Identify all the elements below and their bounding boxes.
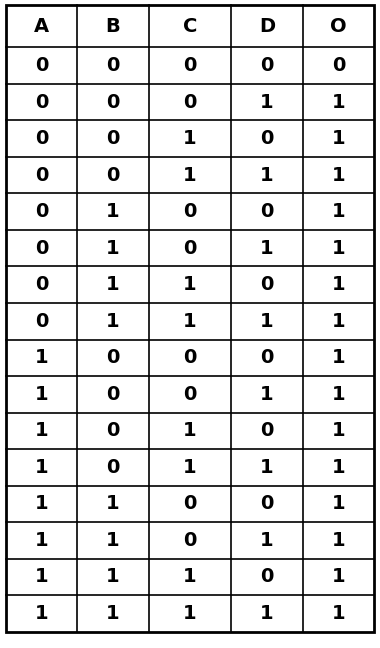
Text: 1: 1 <box>106 568 120 586</box>
Text: 1: 1 <box>106 312 120 330</box>
Text: 0: 0 <box>106 421 120 441</box>
Text: 0: 0 <box>106 56 120 75</box>
Text: 0: 0 <box>183 56 197 75</box>
Text: 0: 0 <box>35 312 48 330</box>
Text: 0: 0 <box>332 56 345 75</box>
Text: 0: 0 <box>260 494 274 513</box>
Text: 1: 1 <box>106 604 120 623</box>
Text: 1: 1 <box>332 348 345 367</box>
Text: 1: 1 <box>332 494 345 513</box>
Text: 1: 1 <box>35 494 48 513</box>
Text: 0: 0 <box>183 348 197 367</box>
Text: 1: 1 <box>260 385 274 404</box>
Text: 0: 0 <box>35 202 48 221</box>
Text: 1: 1 <box>183 166 197 185</box>
Text: 1: 1 <box>332 385 345 404</box>
Text: A: A <box>34 17 49 36</box>
Text: 1: 1 <box>183 312 197 330</box>
Text: 1: 1 <box>106 202 120 221</box>
Text: 1: 1 <box>332 275 345 294</box>
Text: C: C <box>183 17 197 36</box>
Text: 1: 1 <box>183 275 197 294</box>
Text: 0: 0 <box>35 166 48 185</box>
Text: 1: 1 <box>332 238 345 258</box>
Text: 1: 1 <box>260 531 274 550</box>
Text: 1: 1 <box>35 531 48 550</box>
Text: 1: 1 <box>106 238 120 258</box>
Text: 0: 0 <box>183 93 197 111</box>
Text: 1: 1 <box>332 531 345 550</box>
Text: 0: 0 <box>35 238 48 258</box>
Text: 0: 0 <box>260 129 274 148</box>
Text: 1: 1 <box>35 385 48 404</box>
Text: 0: 0 <box>183 202 197 221</box>
Text: 1: 1 <box>183 129 197 148</box>
Text: 1: 1 <box>35 604 48 623</box>
Text: 0: 0 <box>106 93 120 111</box>
Text: 1: 1 <box>260 93 274 111</box>
Text: 1: 1 <box>106 275 120 294</box>
Text: 1: 1 <box>35 568 48 586</box>
Text: 0: 0 <box>106 166 120 185</box>
Text: 1: 1 <box>260 458 274 477</box>
Text: 1: 1 <box>332 166 345 185</box>
Text: 0: 0 <box>260 56 274 75</box>
Text: 0: 0 <box>183 494 197 513</box>
Text: 0: 0 <box>35 275 48 294</box>
Text: 0: 0 <box>260 568 274 586</box>
Text: 1: 1 <box>332 312 345 330</box>
Text: 0: 0 <box>106 129 120 148</box>
Text: 1: 1 <box>183 458 197 477</box>
Text: 1: 1 <box>35 458 48 477</box>
Text: 0: 0 <box>106 348 120 367</box>
Text: 1: 1 <box>35 348 48 367</box>
Text: 0: 0 <box>183 531 197 550</box>
Text: 0: 0 <box>106 385 120 404</box>
Text: 0: 0 <box>35 93 48 111</box>
Text: 0: 0 <box>260 202 274 221</box>
Text: 1: 1 <box>106 494 120 513</box>
Text: 1: 1 <box>35 421 48 441</box>
Text: 0: 0 <box>35 56 48 75</box>
Text: 0: 0 <box>35 129 48 148</box>
Text: 1: 1 <box>332 202 345 221</box>
Text: 1: 1 <box>106 531 120 550</box>
Text: 1: 1 <box>260 166 274 185</box>
Text: B: B <box>106 17 120 36</box>
Text: 0: 0 <box>183 385 197 404</box>
Text: D: D <box>259 17 275 36</box>
Text: 1: 1 <box>183 604 197 623</box>
Text: 1: 1 <box>332 421 345 441</box>
Text: 0: 0 <box>260 275 274 294</box>
Text: O: O <box>330 17 347 36</box>
Text: 1: 1 <box>332 93 345 111</box>
Text: 0: 0 <box>106 458 120 477</box>
Text: 1: 1 <box>260 312 274 330</box>
Text: 1: 1 <box>260 238 274 258</box>
Text: 1: 1 <box>332 458 345 477</box>
Text: 1: 1 <box>332 604 345 623</box>
Text: 0: 0 <box>260 348 274 367</box>
Text: 0: 0 <box>260 421 274 441</box>
Text: 1: 1 <box>332 568 345 586</box>
Text: 0: 0 <box>183 238 197 258</box>
Text: 1: 1 <box>183 568 197 586</box>
Text: 1: 1 <box>260 604 274 623</box>
Text: 1: 1 <box>332 129 345 148</box>
Text: 1: 1 <box>183 421 197 441</box>
